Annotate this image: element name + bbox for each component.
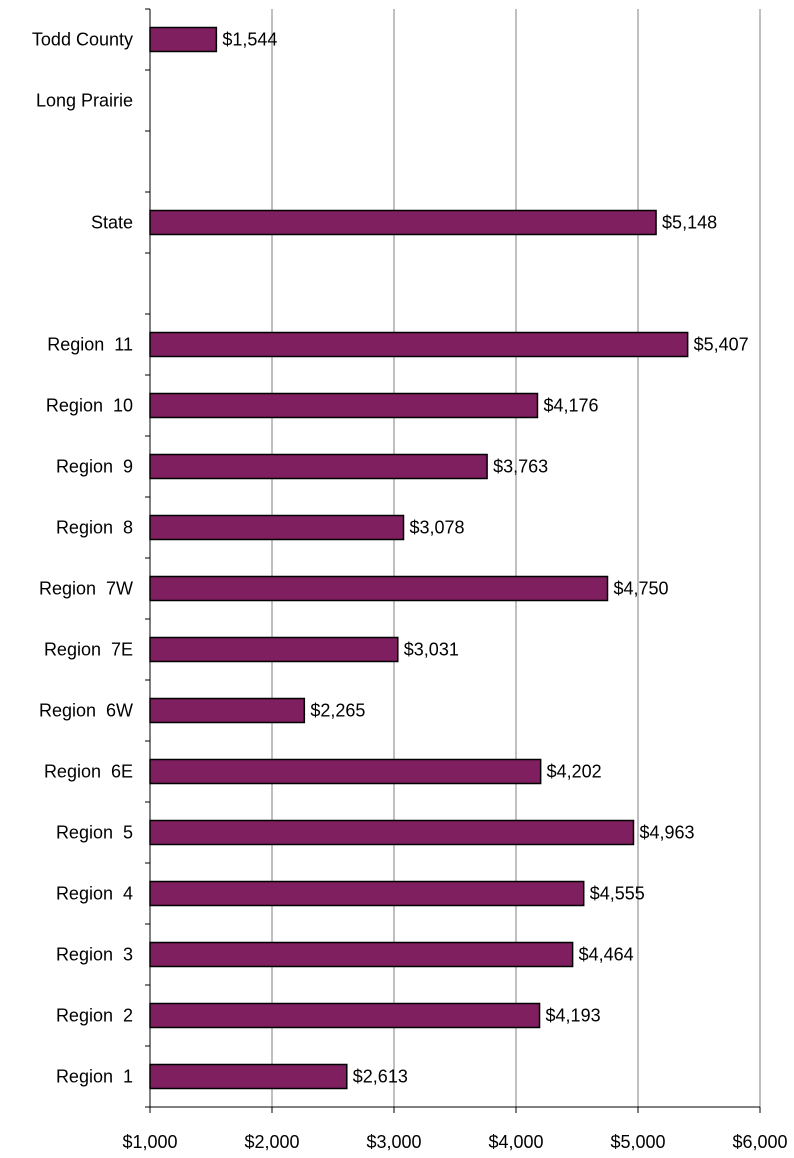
bar [149, 575, 609, 602]
category-label: Region 5 [56, 823, 133, 843]
bar [149, 1063, 348, 1090]
bar [149, 209, 657, 236]
plot-area [150, 9, 760, 1107]
bar [149, 636, 399, 663]
x-tick-label: $5,000 [610, 1132, 665, 1152]
bar [149, 697, 306, 724]
category-label: Region 2 [56, 1006, 133, 1026]
category-label: Region 6E [44, 762, 133, 782]
bar [149, 453, 488, 480]
bar [149, 1002, 541, 1029]
category-label: Region 11 [47, 335, 133, 355]
category-label: Region 8 [56, 518, 133, 538]
category-label: Region 7W [39, 579, 133, 599]
value-label: $4,963 [639, 823, 694, 843]
bar [149, 819, 635, 846]
value-label: $4,202 [547, 762, 602, 782]
x-tick-label: $2,000 [244, 1132, 299, 1152]
category-label: Region 7E [44, 640, 133, 660]
value-label: $3,763 [493, 457, 548, 477]
x-tick-label: $3,000 [366, 1132, 421, 1152]
value-label: $4,750 [614, 579, 669, 599]
category-label: Todd County [32, 30, 133, 50]
category-label: Region 1 [56, 1067, 133, 1087]
category-label: State [91, 213, 133, 233]
value-label: $4,176 [543, 396, 598, 416]
value-label: $2,265 [310, 701, 365, 721]
value-labels: Todd County $1,544 Long Prairie State $5,148… [32, 30, 749, 1087]
bar [149, 880, 585, 907]
x-tick-label: $6,000 [732, 1132, 787, 1152]
value-label: $3,031 [404, 640, 459, 660]
bars [149, 26, 689, 1090]
x-tick-label: $4,000 [488, 1132, 543, 1152]
category-label: Region 6W [39, 701, 133, 721]
gridlines [271, 9, 761, 1107]
value-label: $5,407 [694, 335, 749, 355]
bar [149, 758, 542, 785]
bar [149, 941, 574, 968]
value-label: $4,464 [579, 945, 634, 965]
value-label: $4,193 [546, 1006, 601, 1026]
bar [149, 26, 218, 53]
category-label: Region 9 [56, 457, 133, 477]
value-label: $3,078 [410, 518, 465, 538]
value-label: $4,555 [590, 884, 645, 904]
bar [149, 514, 405, 541]
value-label: $1,544 [222, 30, 277, 50]
category-label: Region 3 [56, 945, 133, 965]
category-label: Long Prairie [36, 91, 133, 111]
category-label: Region 10 [46, 396, 133, 416]
axes: $1,000 $2,000 $3,000 $4,000 $5,000 $6,000 [122, 8, 788, 1152]
bar [149, 331, 689, 358]
value-label: $2,613 [353, 1067, 408, 1087]
bar [149, 392, 539, 419]
category-label: Region 4 [56, 884, 133, 904]
x-tick-label: $1,000 [122, 1132, 177, 1152]
value-label: $5,148 [662, 213, 717, 233]
